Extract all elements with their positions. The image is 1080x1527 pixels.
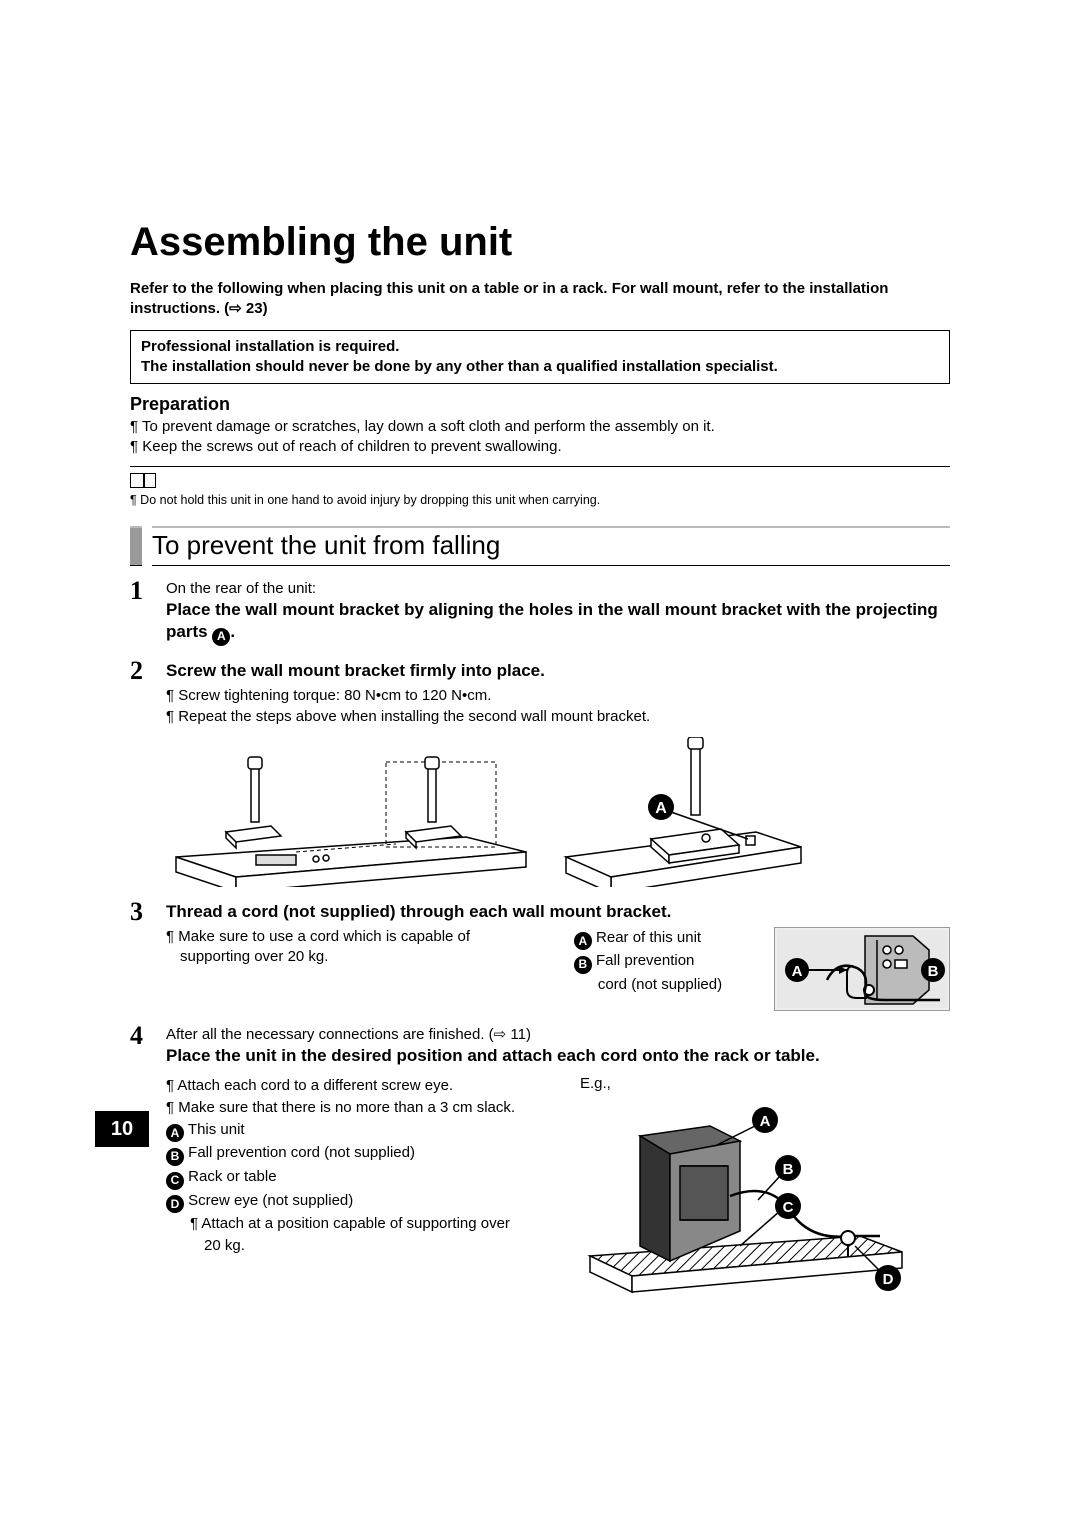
carry-note: ¶ Do not hold this unit in one hand to a… xyxy=(130,492,950,509)
label-a-inline: A xyxy=(212,628,230,646)
intro-text: Refer to the following when placing this… xyxy=(130,279,950,320)
svg-text:B: B xyxy=(928,963,939,980)
prep-bullet-1: ¶ To prevent damage or scratches, lay do… xyxy=(130,417,950,437)
step2-bold: Screw the wall mount bracket firmly into… xyxy=(166,660,950,682)
label-b-callout: B xyxy=(574,956,592,974)
step3-legend: A Rear of this unit B Fall prevention co… xyxy=(574,927,762,995)
step-4: After all the necessary connections are … xyxy=(130,1025,950,1301)
step4-lead: After all the necessary connections are … xyxy=(166,1025,950,1043)
warning-line-1: Professional installation is required. xyxy=(141,337,939,357)
step3-unit: g. xyxy=(316,948,329,965)
label-b-item: B xyxy=(166,1148,184,1166)
step1-period: . xyxy=(230,622,235,641)
step3-l1: ¶ Make sure to use a cord which is capab… xyxy=(166,928,470,945)
figure-fall-prevention: A B C D xyxy=(580,1096,910,1296)
step3-legend-b2: cord (not supplied) xyxy=(598,976,722,993)
prep-bullet-2: ¶ Keep the screws out of reach of childr… xyxy=(130,437,950,457)
step3-l2: supporting over 20 k xyxy=(180,948,316,965)
step4-lb: Fall prevention cord (not supplied) xyxy=(188,1144,415,1161)
step-2: Screw the wall mount bracket firmly into… xyxy=(130,660,950,887)
step3-left-text: ¶ Make sure to use a cord which is capab… xyxy=(166,927,562,968)
step4-lc: Rack or table xyxy=(188,1168,276,1185)
label-a-item: A xyxy=(166,1124,184,1142)
step1-bold-text: Place the wall mount bracket by aligning… xyxy=(166,600,938,641)
svg-text:B: B xyxy=(783,1161,794,1178)
step4-ld: Screw eye (not supplied) xyxy=(188,1192,353,1209)
page-title: Assembling the unit xyxy=(130,220,950,265)
step4-ld-sub2: 20 k xyxy=(204,1237,232,1254)
step4-bold: Place the unit in the desired position a… xyxy=(166,1045,950,1067)
step2-figures: A xyxy=(166,737,950,887)
step2-sub1: ¶ Screw tightening torque: 80 N•cm to 12… xyxy=(166,686,950,706)
label-c-item: C xyxy=(166,1172,184,1190)
step2-sub2: ¶ Repeat the steps above when installing… xyxy=(166,707,950,727)
step4-ld-sub: ¶ Attach at a position capable of suppor… xyxy=(166,1213,558,1235)
step-1: On the rear of the unit: Place the wall … xyxy=(130,580,950,646)
divider xyxy=(130,466,950,467)
figure-label-a: A xyxy=(655,800,667,817)
figure-cord-through-bracket: A B xyxy=(774,927,950,1011)
step4-l2: ¶ Make sure that there is no more than a… xyxy=(166,1097,558,1119)
label-d-item: D xyxy=(166,1195,184,1213)
step3-bold: Thread a cord (not supplied) through eac… xyxy=(166,901,950,923)
step4-la: This unit xyxy=(188,1121,245,1138)
note-icon xyxy=(130,473,156,488)
label-a-callout: A xyxy=(574,932,592,950)
eg-label: E.g., xyxy=(580,1075,941,1092)
step1-bold: Place the wall mount bracket by aligning… xyxy=(166,599,950,646)
warning-box: Professional installation is required. T… xyxy=(130,330,950,385)
figure-bracket-alignment xyxy=(166,737,536,887)
svg-text:A: A xyxy=(792,963,803,980)
warning-line-2: The installation should never be done by… xyxy=(141,357,939,377)
section-bar-icon xyxy=(130,526,142,566)
page-number: 10 xyxy=(95,1111,149,1147)
step1-lead: On the rear of the unit: xyxy=(166,580,950,597)
step4-l1: ¶ Attach each cord to a different screw … xyxy=(166,1075,558,1097)
step3-legend-b1: Fall prevention xyxy=(596,952,694,969)
step4-ld-unit: g. xyxy=(232,1237,245,1254)
svg-text:C: C xyxy=(783,1199,794,1216)
svg-text:D: D xyxy=(883,1271,894,1288)
step-3: Thread a cord (not supplied) through eac… xyxy=(130,901,950,1011)
step4-legend: ¶ Attach each cord to a different screw … xyxy=(166,1075,558,1301)
svg-text:A: A xyxy=(760,1113,771,1130)
figure-bracket-closeup: A xyxy=(556,737,806,887)
section-title-text: To prevent the unit from falling xyxy=(152,526,950,566)
step3-legend-a: Rear of this unit xyxy=(596,929,701,946)
step4-figure-column: E.g., xyxy=(580,1075,941,1301)
preparation-heading: Preparation xyxy=(130,394,950,415)
section-heading: To prevent the unit from falling xyxy=(130,526,950,566)
